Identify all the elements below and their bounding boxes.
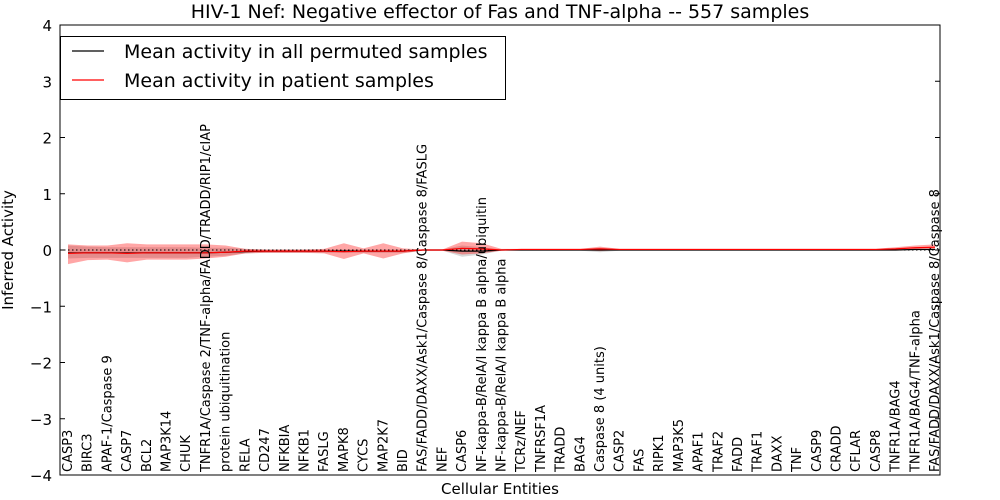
x-tick-label: APAF1 bbox=[692, 431, 707, 472]
x-tick-label: TNFR1A/BAG4 bbox=[889, 380, 904, 473]
x-tick-label: TNF bbox=[790, 447, 805, 473]
x-tick-label: CRADD bbox=[829, 426, 844, 473]
x-tick-label: CASP8 bbox=[869, 430, 884, 472]
x-tick-label: NFKB1 bbox=[297, 429, 312, 472]
x-tick-label: CHUK bbox=[179, 435, 194, 472]
x-tick-label: APAF-1/Caspase 9 bbox=[100, 355, 115, 472]
x-tick-label: MAP2K7 bbox=[376, 419, 391, 472]
x-tick-label: Caspase 8 (4 units) bbox=[593, 346, 608, 472]
x-tick-label: CFLAR bbox=[849, 430, 864, 472]
series-lines bbox=[60, 246, 940, 254]
series-line-patient bbox=[67, 246, 936, 254]
x-axis-label: Cellular Entities bbox=[441, 480, 559, 498]
x-tick-label: MAP3K5 bbox=[672, 419, 687, 472]
legend: Mean activity in all permuted samples Me… bbox=[60, 36, 506, 100]
y-tick-label: 4 bbox=[42, 17, 52, 35]
x-tick-label: TNFR1A/Caspase 2/TNF-alpha/FADD/TRADD/RI… bbox=[199, 124, 214, 473]
y-tick-label: 0 bbox=[42, 242, 52, 260]
x-tick-label: CD247 bbox=[258, 428, 273, 472]
x-tick-label: MAPK8 bbox=[337, 427, 352, 472]
x-tick-label: CASP7 bbox=[120, 430, 135, 472]
x-tick-label: BAG4 bbox=[573, 436, 588, 472]
band-patient bbox=[68, 241, 935, 265]
y-tick-label: 2 bbox=[42, 130, 52, 148]
x-tick-label: RIPK1 bbox=[652, 434, 667, 472]
x-tick-label: MAP3K14 bbox=[160, 411, 175, 472]
y-tick-label: −3 bbox=[30, 411, 52, 429]
x-tick-label: FAS bbox=[632, 449, 647, 472]
chart-title: HIV-1 Nef: Negative effector of Fas and … bbox=[191, 1, 810, 23]
plot-frame bbox=[59, 24, 941, 476]
x-tick-label: FADD bbox=[731, 437, 746, 472]
x-tick-label: TNFR1A/BAG4/TNF-alpha bbox=[908, 310, 923, 473]
x-tick-label: NFKBIA bbox=[278, 425, 293, 472]
x-tick-label: NEF bbox=[435, 447, 450, 472]
legend-label-patient: Mean activity in patient samples bbox=[124, 70, 434, 92]
x-tick-label: BID bbox=[396, 449, 411, 472]
legend-box bbox=[60, 36, 506, 100]
x-tick-label: FAS/FADD/DAXX/Ask1/Caspase 8/Caspase 8/F… bbox=[416, 144, 431, 472]
y-axis: −4 −3 −2 −1 0 1 2 3 4 bbox=[30, 17, 940, 485]
x-tick-label: CASP3 bbox=[61, 430, 76, 472]
x-tick-label: CASP2 bbox=[613, 430, 628, 472]
y-tick-label: 3 bbox=[42, 73, 52, 91]
x-tick-label: BCL2 bbox=[140, 439, 155, 472]
legend-label-permuted: Mean activity in all permuted samples bbox=[124, 41, 487, 63]
y-tick-label: −2 bbox=[30, 355, 52, 373]
x-tick-label: CASP6 bbox=[455, 430, 470, 472]
x-tick-label: TRADD bbox=[554, 427, 569, 473]
y-tick-label: −4 bbox=[30, 467, 52, 485]
y-tick-label: −1 bbox=[30, 298, 52, 316]
x-tick-label: FASLG bbox=[317, 431, 332, 472]
y-axis-label: Inferred Activity bbox=[0, 190, 17, 310]
x-tick-label: TRAF1 bbox=[751, 431, 766, 473]
x-tick-label: TRAF2 bbox=[711, 431, 726, 473]
x-tick-label: TNFRSF1A bbox=[534, 405, 549, 473]
x-tick-label: TCRz/NEF bbox=[514, 410, 529, 473]
y-tick-label: 1 bbox=[42, 186, 52, 204]
x-tick-label: BIRC3 bbox=[81, 434, 96, 473]
x-tick-label: NF-kappa-B/RelA/I kappa B alpha/ubiquiti… bbox=[475, 197, 490, 472]
x-tick-label: FAS/FADD/DAXX/Ask1/Caspase 8/Caspase 8 bbox=[928, 189, 943, 472]
x-tick-label: RELA bbox=[238, 438, 253, 472]
x-tick-label: NF-kappa-B/RelA/I kappa B alpha bbox=[495, 259, 510, 472]
x-tick-label: DAXX bbox=[770, 435, 785, 472]
x-tick-label: CYCS bbox=[357, 439, 372, 472]
x-tick-label: CASP9 bbox=[810, 430, 825, 472]
x-tick-label: protein ubiquitination bbox=[219, 332, 234, 472]
x-tick-labels: CASP3 BIRC3 APAF-1/Caspase 9 CASP7 BCL2 MAP3K… bbox=[61, 124, 943, 473]
